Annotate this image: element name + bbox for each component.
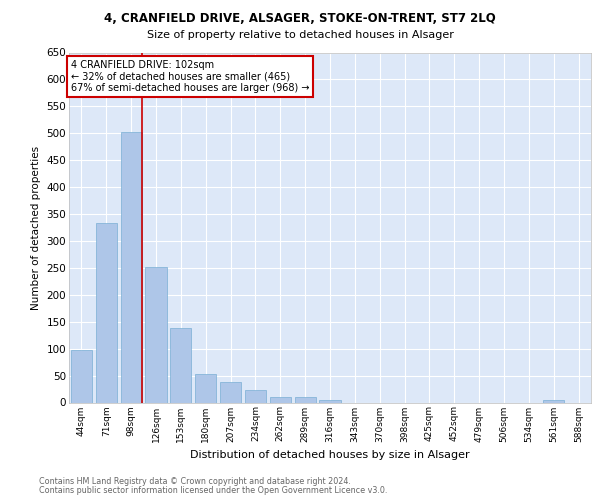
Bar (220, 382, 241, 402)
Text: 4 CRANFIELD DRIVE: 102sqm
← 32% of detached houses are smaller (465)
67% of semi: 4 CRANFIELD DRIVE: 102sqm ← 32% of detac… (71, 60, 310, 92)
Bar (195, 374, 216, 402)
Bar (270, 397, 291, 402)
Y-axis label: Number of detached properties: Number of detached properties (31, 146, 41, 310)
Bar (245, 390, 266, 402)
Bar (319, 400, 341, 402)
X-axis label: Distribution of detached houses by size in Alsager: Distribution of detached houses by size … (190, 450, 470, 460)
Bar (96, 223, 117, 402)
Bar (170, 328, 191, 402)
Bar (71, 350, 92, 403)
Text: Size of property relative to detached houses in Alsager: Size of property relative to detached ho… (146, 30, 454, 40)
Bar (543, 400, 564, 402)
Bar (295, 396, 316, 402)
Text: 4, CRANFIELD DRIVE, ALSAGER, STOKE-ON-TRENT, ST7 2LQ: 4, CRANFIELD DRIVE, ALSAGER, STOKE-ON-TR… (104, 12, 496, 26)
Text: Contains HM Land Registry data © Crown copyright and database right 2024.: Contains HM Land Registry data © Crown c… (39, 477, 351, 486)
Bar (145, 267, 167, 402)
Text: Contains public sector information licensed under the Open Government Licence v3: Contains public sector information licen… (39, 486, 388, 495)
Bar (121, 132, 142, 402)
